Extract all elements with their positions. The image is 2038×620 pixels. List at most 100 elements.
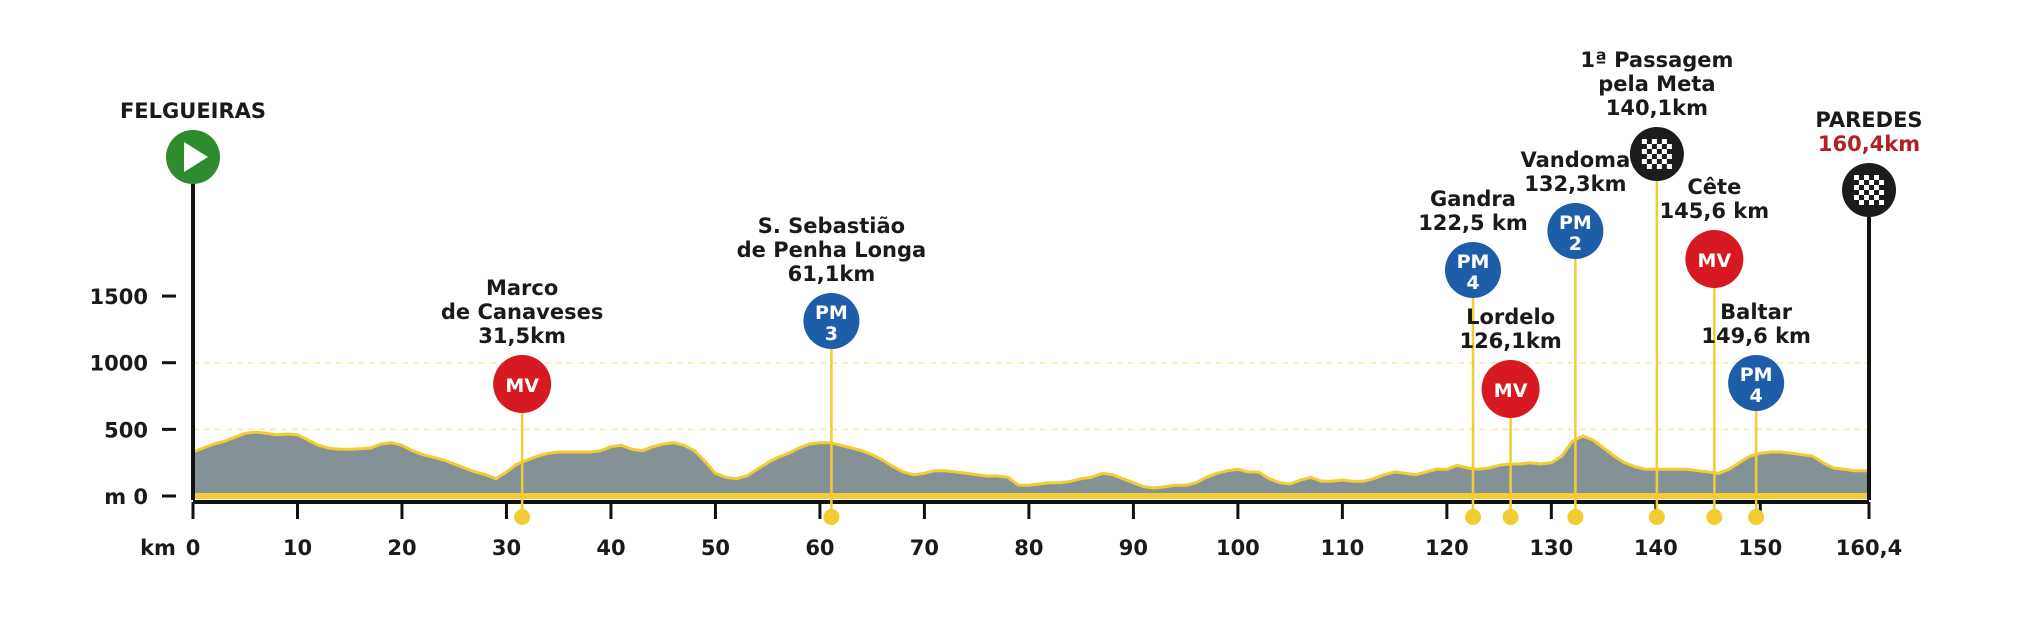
x-axis-label: km (140, 536, 176, 560)
marker-name-label: Baltar (1720, 300, 1793, 324)
x-tick-label: 20 (387, 536, 416, 560)
marker-dot (1706, 509, 1723, 525)
checker-square (1646, 144, 1652, 149)
grid-lines (193, 361, 1869, 431)
checker-square (1859, 200, 1864, 205)
marker-dot (823, 509, 840, 525)
x-tick-label: 40 (596, 536, 625, 560)
marker-name-label: de Penha Longa (737, 238, 927, 262)
checker-square (1651, 159, 1657, 164)
checker-square (1864, 185, 1869, 190)
checker-square (1854, 195, 1859, 200)
x-tick-label: 150 (1738, 536, 1782, 560)
badge-label: PM (1559, 212, 1592, 234)
marker-name-label: 126,1km (1459, 329, 1561, 353)
marker-name-label: 132,3km (1524, 172, 1626, 196)
marker-start: FELGUEIRAS (120, 99, 266, 500)
x-tick-label: 160,4 (1836, 536, 1902, 560)
checker-square (1854, 185, 1859, 190)
badge-label: MV (505, 375, 539, 397)
x-tick-label: 0 (186, 536, 201, 560)
checker-square (1641, 159, 1647, 164)
y-tick-label: 500 (104, 418, 148, 442)
marker-name-label: Lordelo (1466, 305, 1555, 329)
checker-square (1656, 164, 1662, 169)
marker-name-label: Cête (1687, 175, 1741, 199)
pm-badge (1444, 242, 1501, 298)
checker-square (1854, 175, 1859, 180)
x-tick-label: 70 (910, 536, 939, 560)
x-tick-label: 10 (283, 536, 312, 560)
marker-name-label: Vandoma (1521, 148, 1631, 172)
marker-name-label: 145,6 km (1660, 199, 1770, 223)
checker-square (1874, 195, 1879, 200)
marker-dot (514, 509, 531, 525)
checker-square (1651, 149, 1657, 154)
x-tick-label: 120 (1425, 536, 1469, 560)
pm-badge (1728, 355, 1785, 411)
marker-dot (1748, 509, 1765, 525)
badge-label: PM (815, 302, 848, 324)
checker-square (1646, 164, 1652, 169)
checker-square (1879, 200, 1884, 205)
terrain-outline (192, 430, 1869, 490)
checker-square (1656, 154, 1662, 159)
checker-square (1661, 149, 1667, 154)
axes: m 0 500 1000 1500 0 10 20 30 40 50 60 70 80 90 100 110 1… (90, 285, 1903, 560)
checker-square (1641, 139, 1647, 144)
badge-label: PM (1740, 364, 1773, 386)
badge-label: MV (1494, 380, 1528, 402)
checker-square (1641, 149, 1647, 154)
checker-square (1666, 164, 1672, 169)
checker-square (1656, 144, 1662, 149)
y-tick-label: 1000 (90, 352, 148, 376)
pm-badge (1547, 203, 1604, 259)
mv-badge (1685, 230, 1744, 288)
x-tick-label: 80 (1014, 536, 1043, 560)
checker-square (1874, 185, 1879, 190)
y-tick-label: m 0 (104, 485, 148, 509)
marker-name-label: Marco (486, 276, 558, 300)
marker-name-label: 61,1km (788, 262, 876, 286)
checker-square (1859, 180, 1864, 185)
x-tick-label: 140 (1634, 536, 1678, 560)
x-tick-label: 110 (1320, 536, 1364, 560)
marker-name-label: S. Sebastião (758, 214, 905, 238)
finish-distance-label: 160,4km (1818, 132, 1920, 156)
checker-square (1666, 154, 1672, 159)
marker-name-label: 149,6 km (1701, 324, 1811, 348)
checker-square (1869, 190, 1874, 195)
marker-name-label: 140,1km (1606, 96, 1708, 120)
marker-name-label: 1ª Passagem (1580, 48, 1733, 72)
terrain-area (192, 430, 1869, 496)
play-icon (184, 142, 208, 172)
marker-name-label: 122,5 km (1418, 211, 1528, 235)
x-tick-label: 130 (1529, 536, 1573, 560)
badge-category: 2 (1569, 233, 1582, 255)
badge-category: 4 (1466, 272, 1479, 294)
checker-square (1651, 139, 1657, 144)
marker-dot (1648, 509, 1665, 525)
checker-square (1864, 195, 1869, 200)
badge-category: 4 (1750, 385, 1763, 407)
badge-label: PM (1457, 251, 1490, 273)
pm-badge (803, 293, 860, 349)
marker-name-label: Gandra (1430, 187, 1516, 211)
marker-dot (1567, 509, 1584, 525)
checker-square (1864, 175, 1869, 180)
marker-name-label: PAREDES (1815, 108, 1922, 132)
y-tick-label: 1500 (90, 285, 148, 309)
marker-dot (1464, 509, 1481, 525)
mv-badge (493, 355, 552, 413)
checker-square (1661, 159, 1667, 164)
checker-square (1879, 190, 1884, 195)
